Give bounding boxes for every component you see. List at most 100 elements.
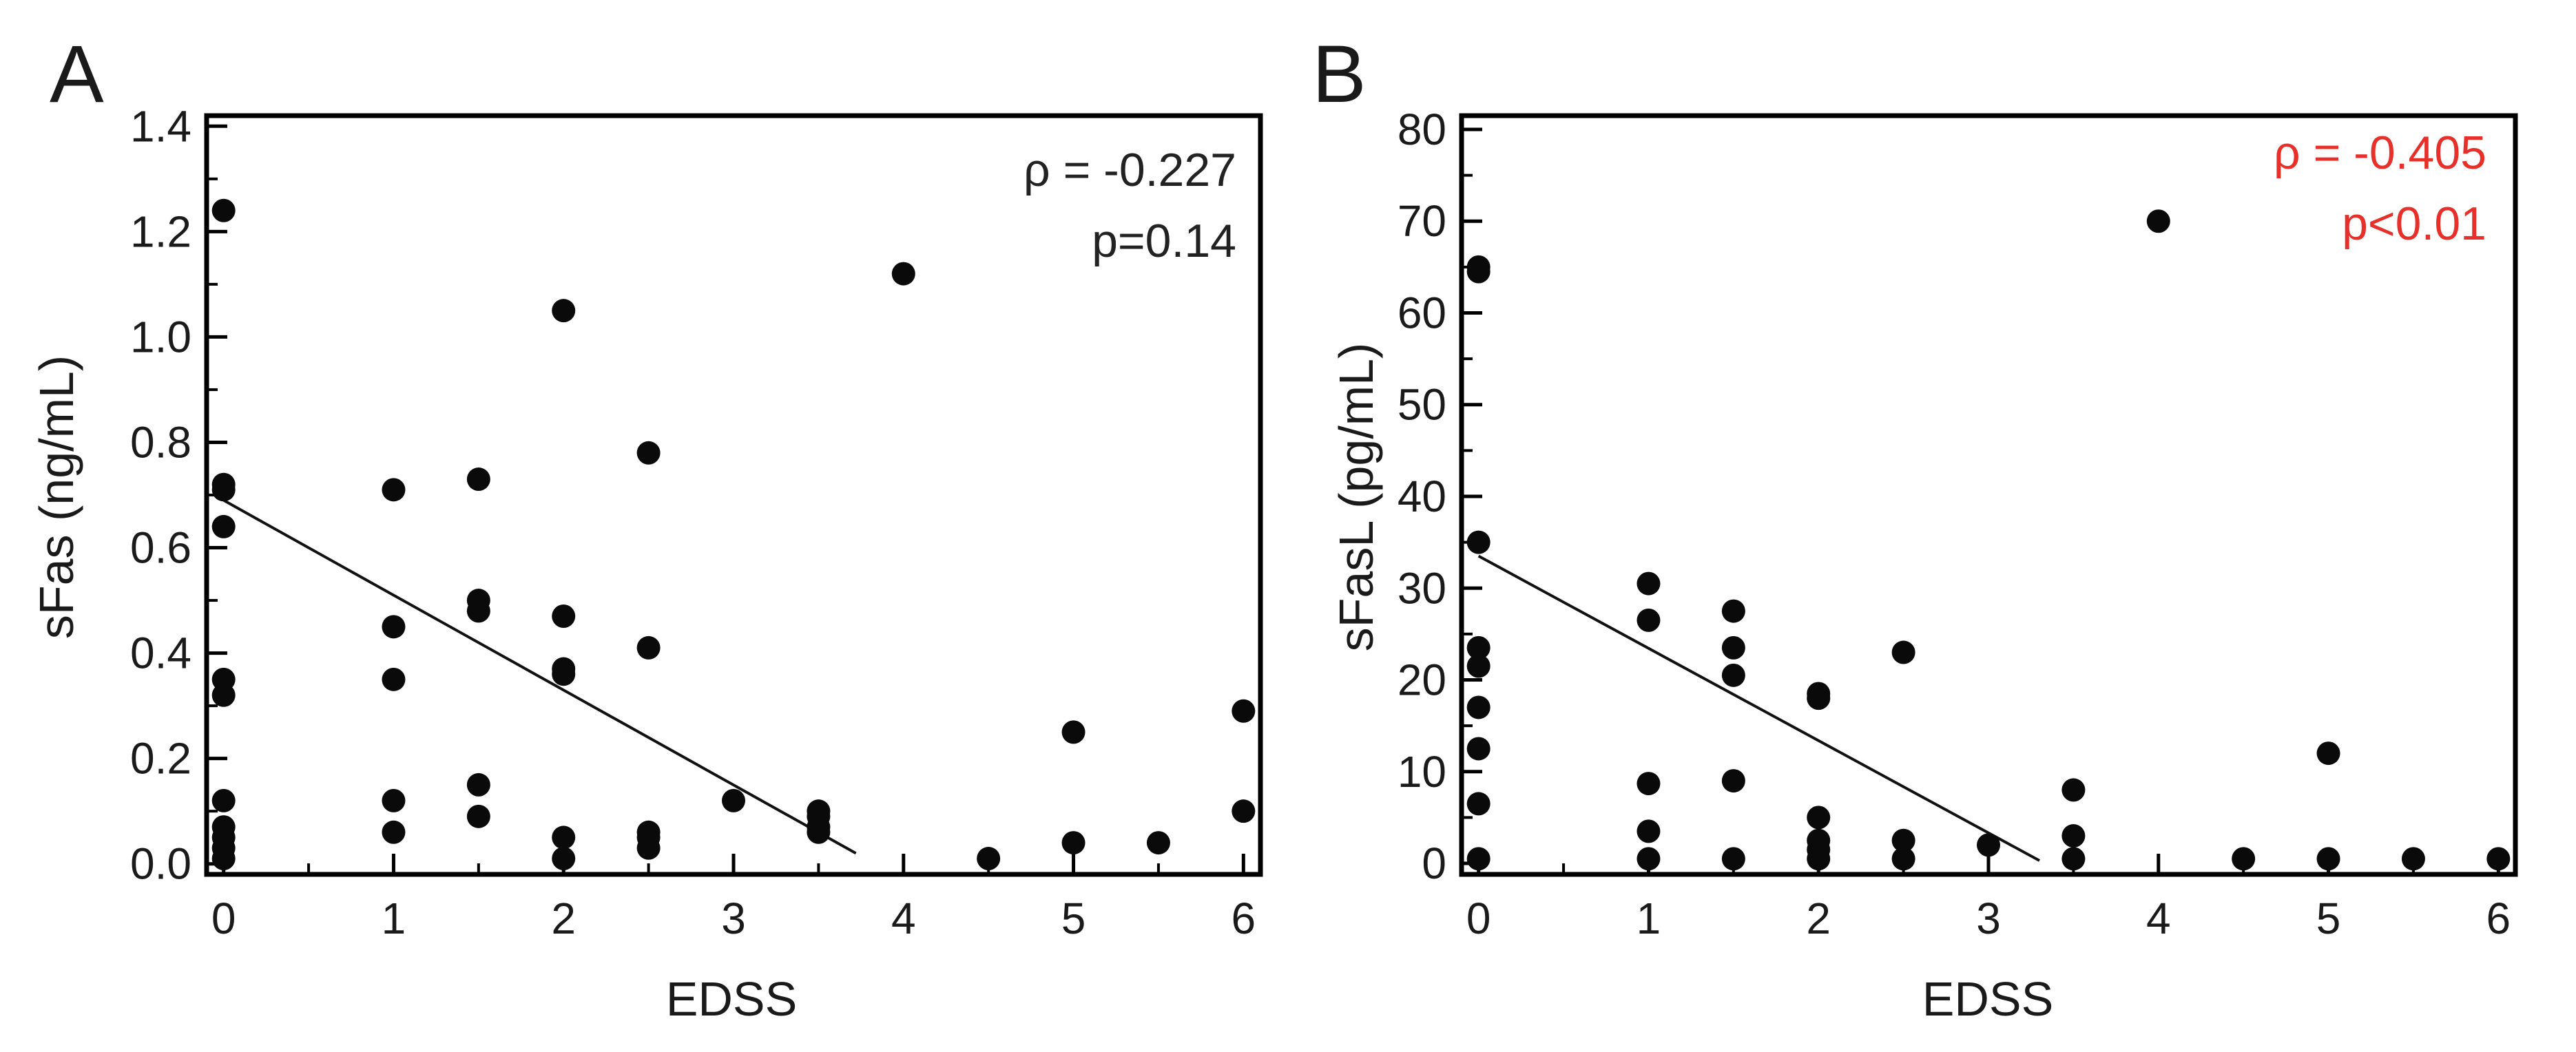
x-tick-label: 3 [721,894,746,943]
data-point [1466,260,1490,284]
data-point [891,262,915,286]
y-tick-label: 40 [1398,472,1446,521]
x-axis-label: EDSS [666,972,798,1026]
x-tick-label: 1 [1637,894,1661,943]
data-point [1466,530,1490,554]
y-axis-label: sFasL (pg/mL) [1329,343,1383,652]
data-point [2061,778,2086,802]
y-tick-label: 0 [1422,839,1446,888]
data-point [466,467,490,492]
data-point [1466,654,1490,678]
data-point [1232,799,1256,823]
data-point [552,662,576,686]
y-tick-label: 80 [1398,105,1446,154]
data-point [1807,806,1831,830]
data-point [1637,819,1661,843]
data-point [977,847,1001,871]
panel-b: B 0 10 20 30 40 50 60 70 80 0 1 2 3 4 5 6 ρ = -0.405 p… [1312,29,2518,1026]
data-point [2232,847,2256,871]
data-point [2146,209,2170,233]
y-tick-label: 1.2 [130,207,191,256]
data-point [1466,737,1490,761]
data-point [552,847,576,871]
data-point [1807,686,1831,711]
y-tick-label: 70 [1398,196,1446,246]
data-point [1721,847,1745,871]
data-point [211,478,236,502]
data-point [1721,599,1745,623]
data-point [552,604,576,629]
data-point [2401,847,2425,871]
data-point [636,441,661,465]
y-tick-label: 0.6 [130,523,191,573]
data-point [1466,695,1490,719]
panel-letter: A [50,29,104,120]
data-point [636,635,661,660]
trend-line [222,498,857,855]
data-point [552,299,576,323]
x-tick-label: 3 [1976,894,2001,943]
y-axis: 0.0 0.2 0.4 0.6 0.8 1.0 1.2 1.4 [130,101,227,889]
y-tick-label: 50 [1398,380,1446,430]
data-point [636,836,661,860]
data-point [382,788,406,812]
data-points [1466,209,2511,871]
x-tick-label: 1 [382,894,406,943]
x-axis: 0 1 2 3 4 5 6 [1466,854,2511,943]
x-tick-label: 2 [1806,894,1831,943]
data-point [1721,663,1745,687]
data-point [1146,831,1170,855]
y-tick-label: 0.8 [130,417,191,467]
data-point [382,615,406,639]
x-tick-label: 2 [551,894,576,943]
data-point [807,820,831,844]
y-tick-label: 1.4 [130,101,191,151]
y-tick-label: 20 [1398,655,1446,705]
data-point [382,667,406,691]
data-point [1466,847,1490,871]
p-value-label: p=0.14 [1092,215,1236,267]
x-tick-label: 0 [211,894,236,943]
data-point [722,788,745,812]
trend-line [1477,554,2040,862]
y-tick-label: 0.4 [130,629,191,678]
data-point [1891,640,1915,664]
data-point [1061,720,1086,744]
y-tick-label: 30 [1398,563,1446,613]
y-tick-label: 0.2 [130,734,191,783]
data-point [1721,769,1745,793]
y-tick-label: 0.0 [130,839,191,889]
panel-letter: B [1312,29,1367,120]
data-point [211,847,236,871]
p-value-label: p<0.01 [2342,198,2486,250]
x-axis: 0 1 2 3 4 5 6 [211,854,1256,943]
data-point [466,599,490,623]
x-tick-label: 5 [1061,894,1086,943]
data-point [2061,824,2086,848]
rho-label: ρ = -0.227 [1024,144,1236,196]
data-point [211,683,236,707]
data-point [1891,847,1915,871]
data-point [1637,772,1661,796]
data-point [382,820,406,844]
y-axis: 0 10 20 30 40 50 60 70 80 [1398,105,1482,888]
y-tick-label: 1.0 [130,312,191,361]
data-point [1232,699,1256,723]
x-tick-label: 6 [2486,894,2511,943]
rho-label: ρ = -0.405 [2274,127,2486,179]
data-point [1466,635,1490,660]
data-point [2316,847,2340,871]
y-tick-label: 60 [1398,288,1446,337]
data-point [1637,608,1661,632]
data-point [466,804,490,828]
x-tick-label: 0 [1466,894,1491,943]
data-point [1637,571,1661,596]
data-point [1061,831,1086,855]
x-tick-label: 4 [2146,894,2171,943]
y-tick-label: 10 [1398,747,1446,797]
data-point [1891,828,1915,852]
data-point [552,825,576,850]
data-point [1721,635,1745,660]
data-point [466,772,490,797]
data-point [1977,833,2000,857]
